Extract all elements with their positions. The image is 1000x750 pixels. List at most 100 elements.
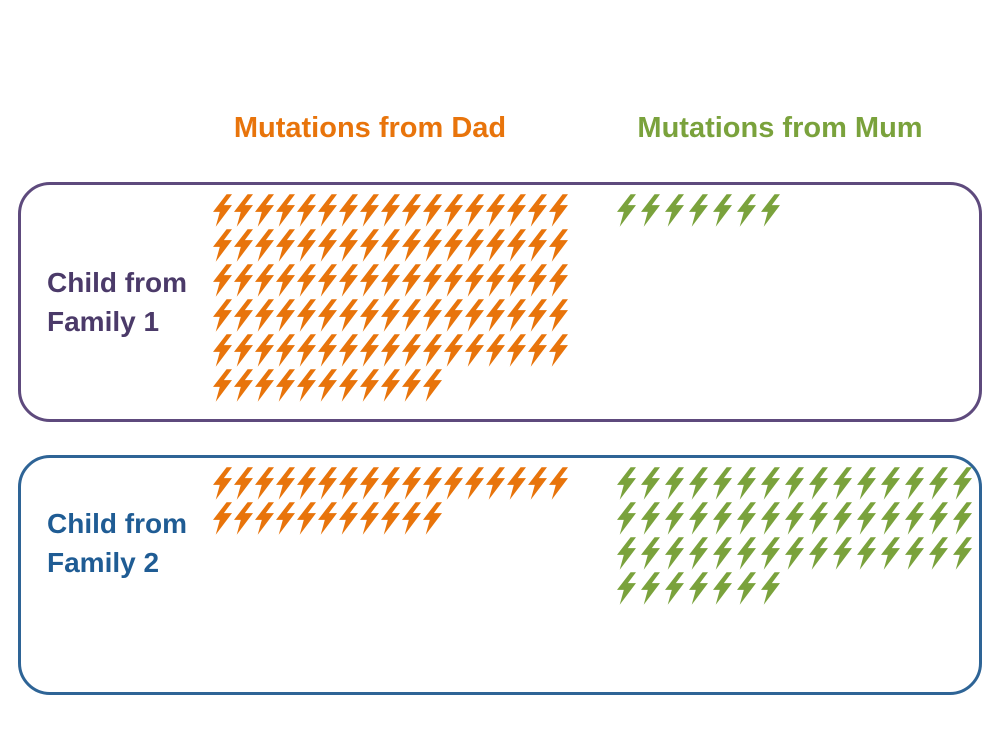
lightning-bolt-icon bbox=[234, 194, 253, 227]
lightning-bolt-icon bbox=[381, 229, 400, 262]
lightning-bolt-icon bbox=[339, 502, 358, 535]
lightning-bolt-icon bbox=[381, 194, 400, 227]
lightning-bolt-icon bbox=[297, 334, 316, 367]
lightning-bolt-icon bbox=[213, 467, 232, 500]
lightning-bolt-icon bbox=[381, 369, 400, 402]
lightning-bolt-icon bbox=[665, 572, 684, 605]
lightning-bolt-icon bbox=[465, 334, 484, 367]
lightning-bolt-icon bbox=[465, 264, 484, 297]
family-1-box: Child from Family 1 bbox=[18, 182, 982, 422]
lightning-bolt-icon bbox=[444, 194, 463, 227]
lightning-bolt-icon bbox=[276, 502, 295, 535]
lightning-bolt-icon bbox=[486, 334, 505, 367]
lightning-bolt-icon bbox=[761, 502, 780, 535]
lightning-bolt-icon bbox=[444, 299, 463, 332]
lightning-bolt-icon bbox=[297, 194, 316, 227]
lightning-bolt-icon bbox=[276, 334, 295, 367]
lightning-bolt-icon bbox=[689, 572, 708, 605]
lightning-bolt-icon bbox=[297, 299, 316, 332]
lightning-bolt-icon bbox=[255, 299, 274, 332]
lightning-bolt-icon bbox=[360, 194, 379, 227]
lightning-bolt-icon bbox=[785, 467, 804, 500]
lightning-bolt-icon bbox=[381, 502, 400, 535]
mum-column-header: Mutations from Mum bbox=[637, 112, 923, 144]
lightning-bolt-icon bbox=[339, 334, 358, 367]
lightning-bolt-icon bbox=[617, 502, 636, 535]
lightning-bolt-icon bbox=[665, 537, 684, 570]
lightning-bolt-icon bbox=[213, 334, 232, 367]
lightning-bolt-icon bbox=[486, 264, 505, 297]
lightning-bolt-icon bbox=[255, 467, 274, 500]
lightning-bolt-icon bbox=[857, 502, 876, 535]
lightning-bolt-icon bbox=[318, 467, 337, 500]
lightning-bolt-icon bbox=[465, 194, 484, 227]
lightning-bolt-icon bbox=[423, 264, 442, 297]
lightning-bolt-icon bbox=[761, 537, 780, 570]
lightning-bolt-icon bbox=[423, 502, 442, 535]
family-1-label-line2: Family 1 bbox=[47, 306, 160, 338]
lightning-bolt-icon bbox=[665, 502, 684, 535]
lightning-bolt-icon bbox=[402, 194, 421, 227]
lightning-bolt-icon bbox=[360, 264, 379, 297]
lightning-bolt-icon bbox=[318, 502, 337, 535]
lightning-bolt-icon bbox=[318, 299, 337, 332]
lightning-bolt-icon bbox=[665, 467, 684, 500]
lightning-bolt-icon bbox=[318, 229, 337, 262]
family-2-dad-bolts bbox=[213, 467, 572, 537]
lightning-bolt-icon bbox=[360, 369, 379, 402]
lightning-bolt-icon bbox=[528, 299, 547, 332]
lightning-bolt-icon bbox=[213, 299, 232, 332]
lightning-bolt-icon bbox=[423, 299, 442, 332]
lightning-bolt-icon bbox=[255, 369, 274, 402]
lightning-bolt-icon bbox=[297, 467, 316, 500]
lightning-bolt-icon bbox=[423, 467, 442, 500]
lightning-bolt-icon bbox=[318, 264, 337, 297]
lightning-bolt-icon bbox=[444, 229, 463, 262]
lightning-bolt-icon bbox=[339, 299, 358, 332]
lightning-bolt-icon bbox=[255, 229, 274, 262]
lightning-bolt-icon bbox=[881, 467, 900, 500]
lightning-bolt-icon bbox=[713, 194, 732, 227]
lightning-bolt-icon bbox=[641, 194, 660, 227]
lightning-bolt-icon bbox=[689, 502, 708, 535]
lightning-bolt-icon bbox=[953, 537, 972, 570]
lightning-bolt-icon bbox=[809, 537, 828, 570]
lightning-bolt-icon bbox=[465, 299, 484, 332]
family-2-box: Child from Family 2 bbox=[18, 455, 982, 695]
lightning-bolt-icon bbox=[737, 467, 756, 500]
lightning-bolt-icon bbox=[641, 537, 660, 570]
family-2-label-line1: Child from bbox=[47, 508, 187, 539]
lightning-bolt-icon bbox=[689, 537, 708, 570]
lightning-bolt-icon bbox=[297, 229, 316, 262]
lightning-bolt-icon bbox=[929, 502, 948, 535]
lightning-bolt-icon bbox=[528, 229, 547, 262]
lightning-bolt-icon bbox=[423, 334, 442, 367]
lightning-bolt-icon bbox=[833, 537, 852, 570]
lightning-bolt-icon bbox=[689, 194, 708, 227]
family-2-mum-bolts bbox=[617, 467, 979, 607]
lightning-bolt-icon bbox=[528, 194, 547, 227]
lightning-bolt-icon bbox=[234, 502, 253, 535]
lightning-bolt-icon bbox=[549, 229, 568, 262]
lightning-bolt-icon bbox=[641, 572, 660, 605]
lightning-bolt-icon bbox=[549, 334, 568, 367]
lightning-bolt-icon bbox=[809, 502, 828, 535]
lightning-bolt-icon bbox=[507, 229, 526, 262]
lightning-bolt-icon bbox=[402, 229, 421, 262]
lightning-bolt-icon bbox=[507, 467, 526, 500]
lightning-bolt-icon bbox=[318, 194, 337, 227]
lightning-bolt-icon bbox=[929, 467, 948, 500]
dad-column-header: Mutations from Dad bbox=[233, 112, 507, 144]
lightning-bolt-icon bbox=[339, 369, 358, 402]
lightning-bolt-icon bbox=[665, 194, 684, 227]
lightning-bolt-icon bbox=[213, 229, 232, 262]
lightning-bolt-icon bbox=[360, 502, 379, 535]
family-2-label: Child from Family 2 bbox=[47, 504, 187, 582]
lightning-bolt-icon bbox=[905, 467, 924, 500]
lightning-bolt-icon bbox=[213, 502, 232, 535]
lightning-bolt-icon bbox=[234, 369, 253, 402]
lightning-bolt-icon bbox=[929, 537, 948, 570]
lightning-bolt-icon bbox=[402, 467, 421, 500]
lightning-bolt-icon bbox=[528, 334, 547, 367]
lightning-bolt-icon bbox=[255, 264, 274, 297]
